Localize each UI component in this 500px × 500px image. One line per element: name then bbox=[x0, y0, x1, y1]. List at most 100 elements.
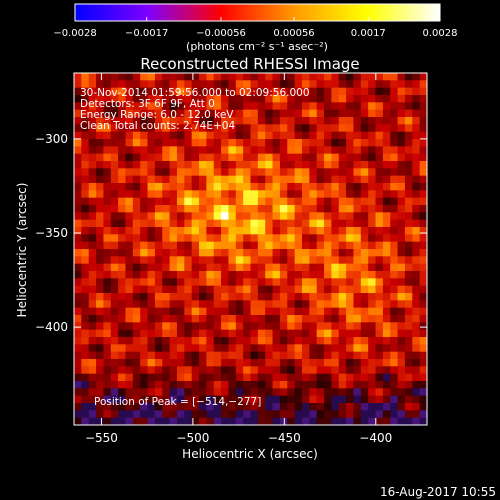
heatmap-cell bbox=[294, 168, 303, 177]
heatmap-cell bbox=[176, 212, 185, 221]
colorbar-ticks: −0.0028 −0.0017 −0.00056 0.00056 0.0017 0.002… bbox=[53, 17, 458, 39]
heatmap-cell bbox=[184, 205, 193, 213]
heatmap-cell bbox=[294, 300, 303, 309]
heatmap-cell bbox=[338, 168, 347, 177]
heatmap-cell bbox=[316, 117, 325, 125]
heatmap-cell bbox=[331, 278, 340, 287]
heatmap-cell bbox=[169, 307, 178, 316]
heatmap-cell bbox=[103, 73, 112, 81]
heatmap-cell bbox=[147, 344, 156, 353]
heatmap-cell bbox=[346, 381, 354, 389]
heatmap-cell bbox=[154, 139, 163, 147]
heatmap-cell bbox=[74, 212, 82, 221]
heatmap-cell bbox=[125, 315, 134, 323]
heatmap-cell bbox=[338, 403, 347, 411]
heatmap-cell bbox=[74, 80, 82, 89]
heatmap-cell bbox=[140, 263, 148, 272]
heatmap-cell bbox=[176, 219, 185, 228]
heatmap-cell bbox=[221, 344, 229, 353]
heatmap-cell bbox=[96, 403, 104, 411]
heatmap-cell bbox=[96, 307, 104, 316]
heatmap-cell bbox=[331, 212, 340, 221]
heatmap-cell bbox=[88, 161, 97, 169]
y-tick-label: −300 bbox=[35, 132, 68, 146]
heatmap-cell bbox=[140, 373, 148, 382]
heatmap-cell bbox=[154, 366, 163, 375]
heatmap-cell bbox=[331, 139, 340, 147]
heatmap-cell bbox=[221, 87, 229, 96]
heatmap-cell bbox=[368, 351, 376, 360]
heatmap-cell bbox=[419, 102, 427, 111]
heatmap-cell bbox=[140, 366, 148, 375]
heatmap-cell bbox=[169, 95, 178, 103]
heatmap-cell bbox=[140, 80, 148, 89]
heatmap-cell bbox=[103, 146, 112, 155]
heatmap-cell bbox=[88, 197, 97, 206]
heatmap-cell bbox=[324, 234, 332, 243]
heatmap-cell bbox=[368, 183, 376, 191]
heatmap-cell bbox=[243, 381, 251, 389]
heatmap-cell bbox=[176, 322, 185, 331]
heatmap-cell bbox=[118, 373, 126, 382]
heatmap-cell bbox=[118, 73, 126, 81]
plot-frame bbox=[73, 72, 428, 426]
heatmap-cell bbox=[309, 337, 318, 345]
heatmap-cell bbox=[74, 205, 82, 213]
heatmap-cell bbox=[331, 315, 340, 323]
heatmap-cell bbox=[243, 183, 251, 191]
heatmap-cell bbox=[294, 403, 303, 411]
heatmap-cell bbox=[368, 153, 376, 162]
heatmap-cell bbox=[228, 95, 237, 103]
heatmap-cell bbox=[324, 95, 332, 103]
heatmap-cell bbox=[360, 417, 369, 425]
heatmap-cell bbox=[287, 381, 296, 389]
heatmap-cell bbox=[324, 175, 332, 184]
heatmap-cell bbox=[324, 337, 332, 345]
heatmap-cell bbox=[382, 373, 391, 382]
heatmap-cell bbox=[184, 95, 193, 103]
heatmap-cell bbox=[265, 410, 273, 419]
heatmap-cell bbox=[81, 373, 90, 382]
heatmap-cell bbox=[140, 124, 148, 133]
heatmap-cell bbox=[272, 139, 281, 147]
heatmap-cell bbox=[110, 322, 119, 331]
heatmap-cell bbox=[279, 124, 288, 133]
heatmap-cell bbox=[360, 249, 369, 257]
heatmap-cell bbox=[257, 403, 266, 411]
heatmap-cell bbox=[419, 315, 427, 323]
heatmap-cell bbox=[360, 146, 369, 155]
heatmap-cell bbox=[162, 73, 170, 81]
heatmap-cell bbox=[265, 307, 273, 316]
heatmap-cell bbox=[88, 388, 97, 397]
heatmap-cell bbox=[74, 219, 82, 228]
heatmap-cell bbox=[309, 417, 318, 425]
heatmap-cell bbox=[279, 366, 288, 375]
heatmap-cell bbox=[272, 256, 281, 265]
heatmap-cell bbox=[118, 175, 126, 184]
heatmap-cell bbox=[368, 395, 376, 404]
heatmap-cell bbox=[110, 271, 119, 279]
heatmap-cell bbox=[103, 131, 112, 140]
heatmap-cell bbox=[353, 344, 362, 353]
heatmap-cell bbox=[250, 373, 259, 382]
heatmap-cell bbox=[346, 73, 354, 81]
heatmap-cell bbox=[191, 80, 200, 89]
heatmap-cell bbox=[316, 146, 325, 155]
heatmap-cell bbox=[338, 307, 347, 316]
heatmap-cell bbox=[199, 197, 207, 206]
heatmap-cell bbox=[118, 124, 126, 133]
heatmap-cell bbox=[346, 219, 354, 228]
heatmap-cell bbox=[176, 381, 185, 389]
heatmap-cell bbox=[96, 161, 104, 169]
heatmap-cell bbox=[169, 410, 178, 419]
heatmap-cell bbox=[140, 249, 148, 257]
heatmap-cell bbox=[125, 366, 134, 375]
heatmap-cell bbox=[316, 322, 325, 331]
heatmap-cell bbox=[243, 395, 251, 404]
heatmap-cell bbox=[184, 124, 193, 133]
heatmap-cell bbox=[191, 315, 200, 323]
heatmap-cell bbox=[368, 117, 376, 125]
heatmap-cell bbox=[74, 285, 82, 294]
heatmap-cell bbox=[221, 153, 229, 162]
heatmap-cell bbox=[162, 351, 170, 360]
